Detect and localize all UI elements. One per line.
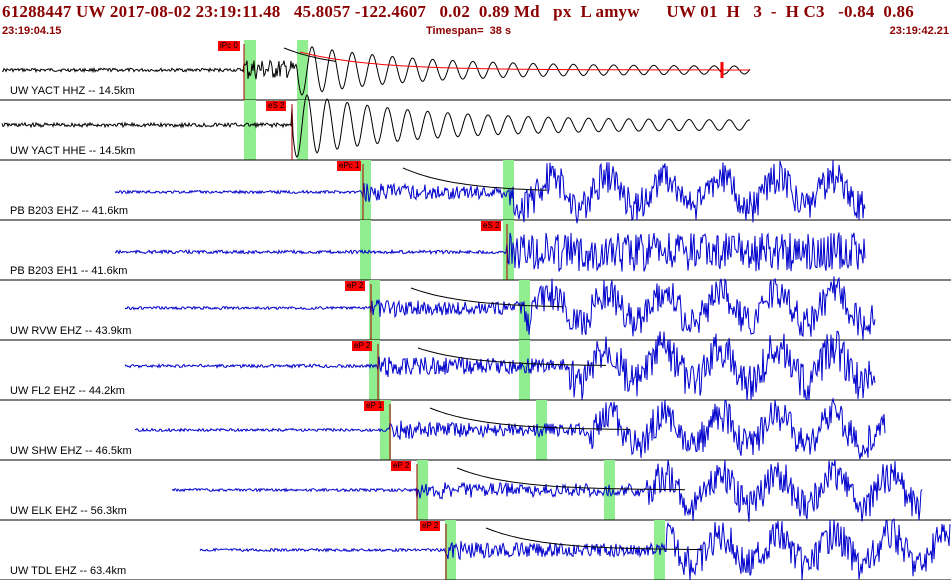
trace-waveform xyxy=(114,232,866,272)
phase-pick-label[interactable]: eS 2 xyxy=(481,221,502,231)
trace-waveform xyxy=(199,518,951,580)
trace-label: UW YACT HHZ -- 14.5km xyxy=(10,85,135,97)
pick-window xyxy=(360,160,371,220)
header-bar: 61288447 UW 2017-08-02 23:19:11.48 45.80… xyxy=(0,0,951,40)
pick-window xyxy=(380,400,391,460)
event-title: 61288447 UW 2017-08-02 23:19:11.48 45.80… xyxy=(2,2,914,21)
pick-window xyxy=(503,220,514,280)
trace-waveform xyxy=(134,397,886,460)
trace-label: UW ELK EHZ -- 56.3km xyxy=(10,505,127,517)
phase-pick-label[interactable]: ePc 1 xyxy=(337,161,362,171)
coda-curve xyxy=(410,287,564,308)
phase-pick-label[interactable]: eP 1 xyxy=(364,401,385,411)
phase-pick-label[interactable]: eP 2 xyxy=(420,521,441,531)
fit-curve xyxy=(299,51,750,71)
end-time: 23:19:42.21 xyxy=(889,25,949,37)
coda-curve xyxy=(429,407,630,430)
pick-window xyxy=(244,100,256,160)
pick-window xyxy=(297,40,308,100)
pick-window xyxy=(244,40,256,100)
pick-window xyxy=(297,100,308,160)
trace-label: UW RVW EHZ -- 43.9km xyxy=(10,325,132,337)
phase-pick-label[interactable]: eP 2 xyxy=(345,281,366,291)
coda-curve xyxy=(456,467,686,491)
trace-label: UW FL2 EHZ -- 44.2km xyxy=(10,385,125,397)
phase-pick-label[interactable]: eP 2 xyxy=(391,461,412,471)
timespan: Timespan= 38 s xyxy=(426,25,512,37)
trace-label: PB B203 EH1 -- 41.6km xyxy=(10,265,128,277)
phase-pick-label[interactable]: eP 2 xyxy=(352,341,373,351)
phase-pick-label[interactable]: iPc 0 xyxy=(218,41,240,51)
coda-curve xyxy=(417,347,606,366)
trace-label: UW YACT HHE -- 14.5km xyxy=(10,145,136,157)
trace-waveform xyxy=(1,94,751,159)
phase-pick-label[interactable]: eS 2 xyxy=(266,101,287,111)
trace-waveform xyxy=(124,330,876,401)
trace-waveform xyxy=(171,459,923,522)
trace-waveform xyxy=(114,160,866,224)
pick-window xyxy=(369,340,380,400)
pick-window xyxy=(360,220,371,280)
trace-label: UW TDL EHZ -- 63.4km xyxy=(10,565,127,577)
trace-waveform xyxy=(124,276,876,340)
start-time: 23:19:04.15 xyxy=(2,25,62,37)
coda-curve xyxy=(402,167,548,191)
coda-curve xyxy=(485,527,703,551)
trace-label: UW SHW EHZ -- 46.5km xyxy=(10,445,132,457)
coda-curve xyxy=(283,47,337,62)
trace-label: PB B203 EHZ -- 41.6km xyxy=(10,205,128,217)
pick-window xyxy=(369,280,380,340)
